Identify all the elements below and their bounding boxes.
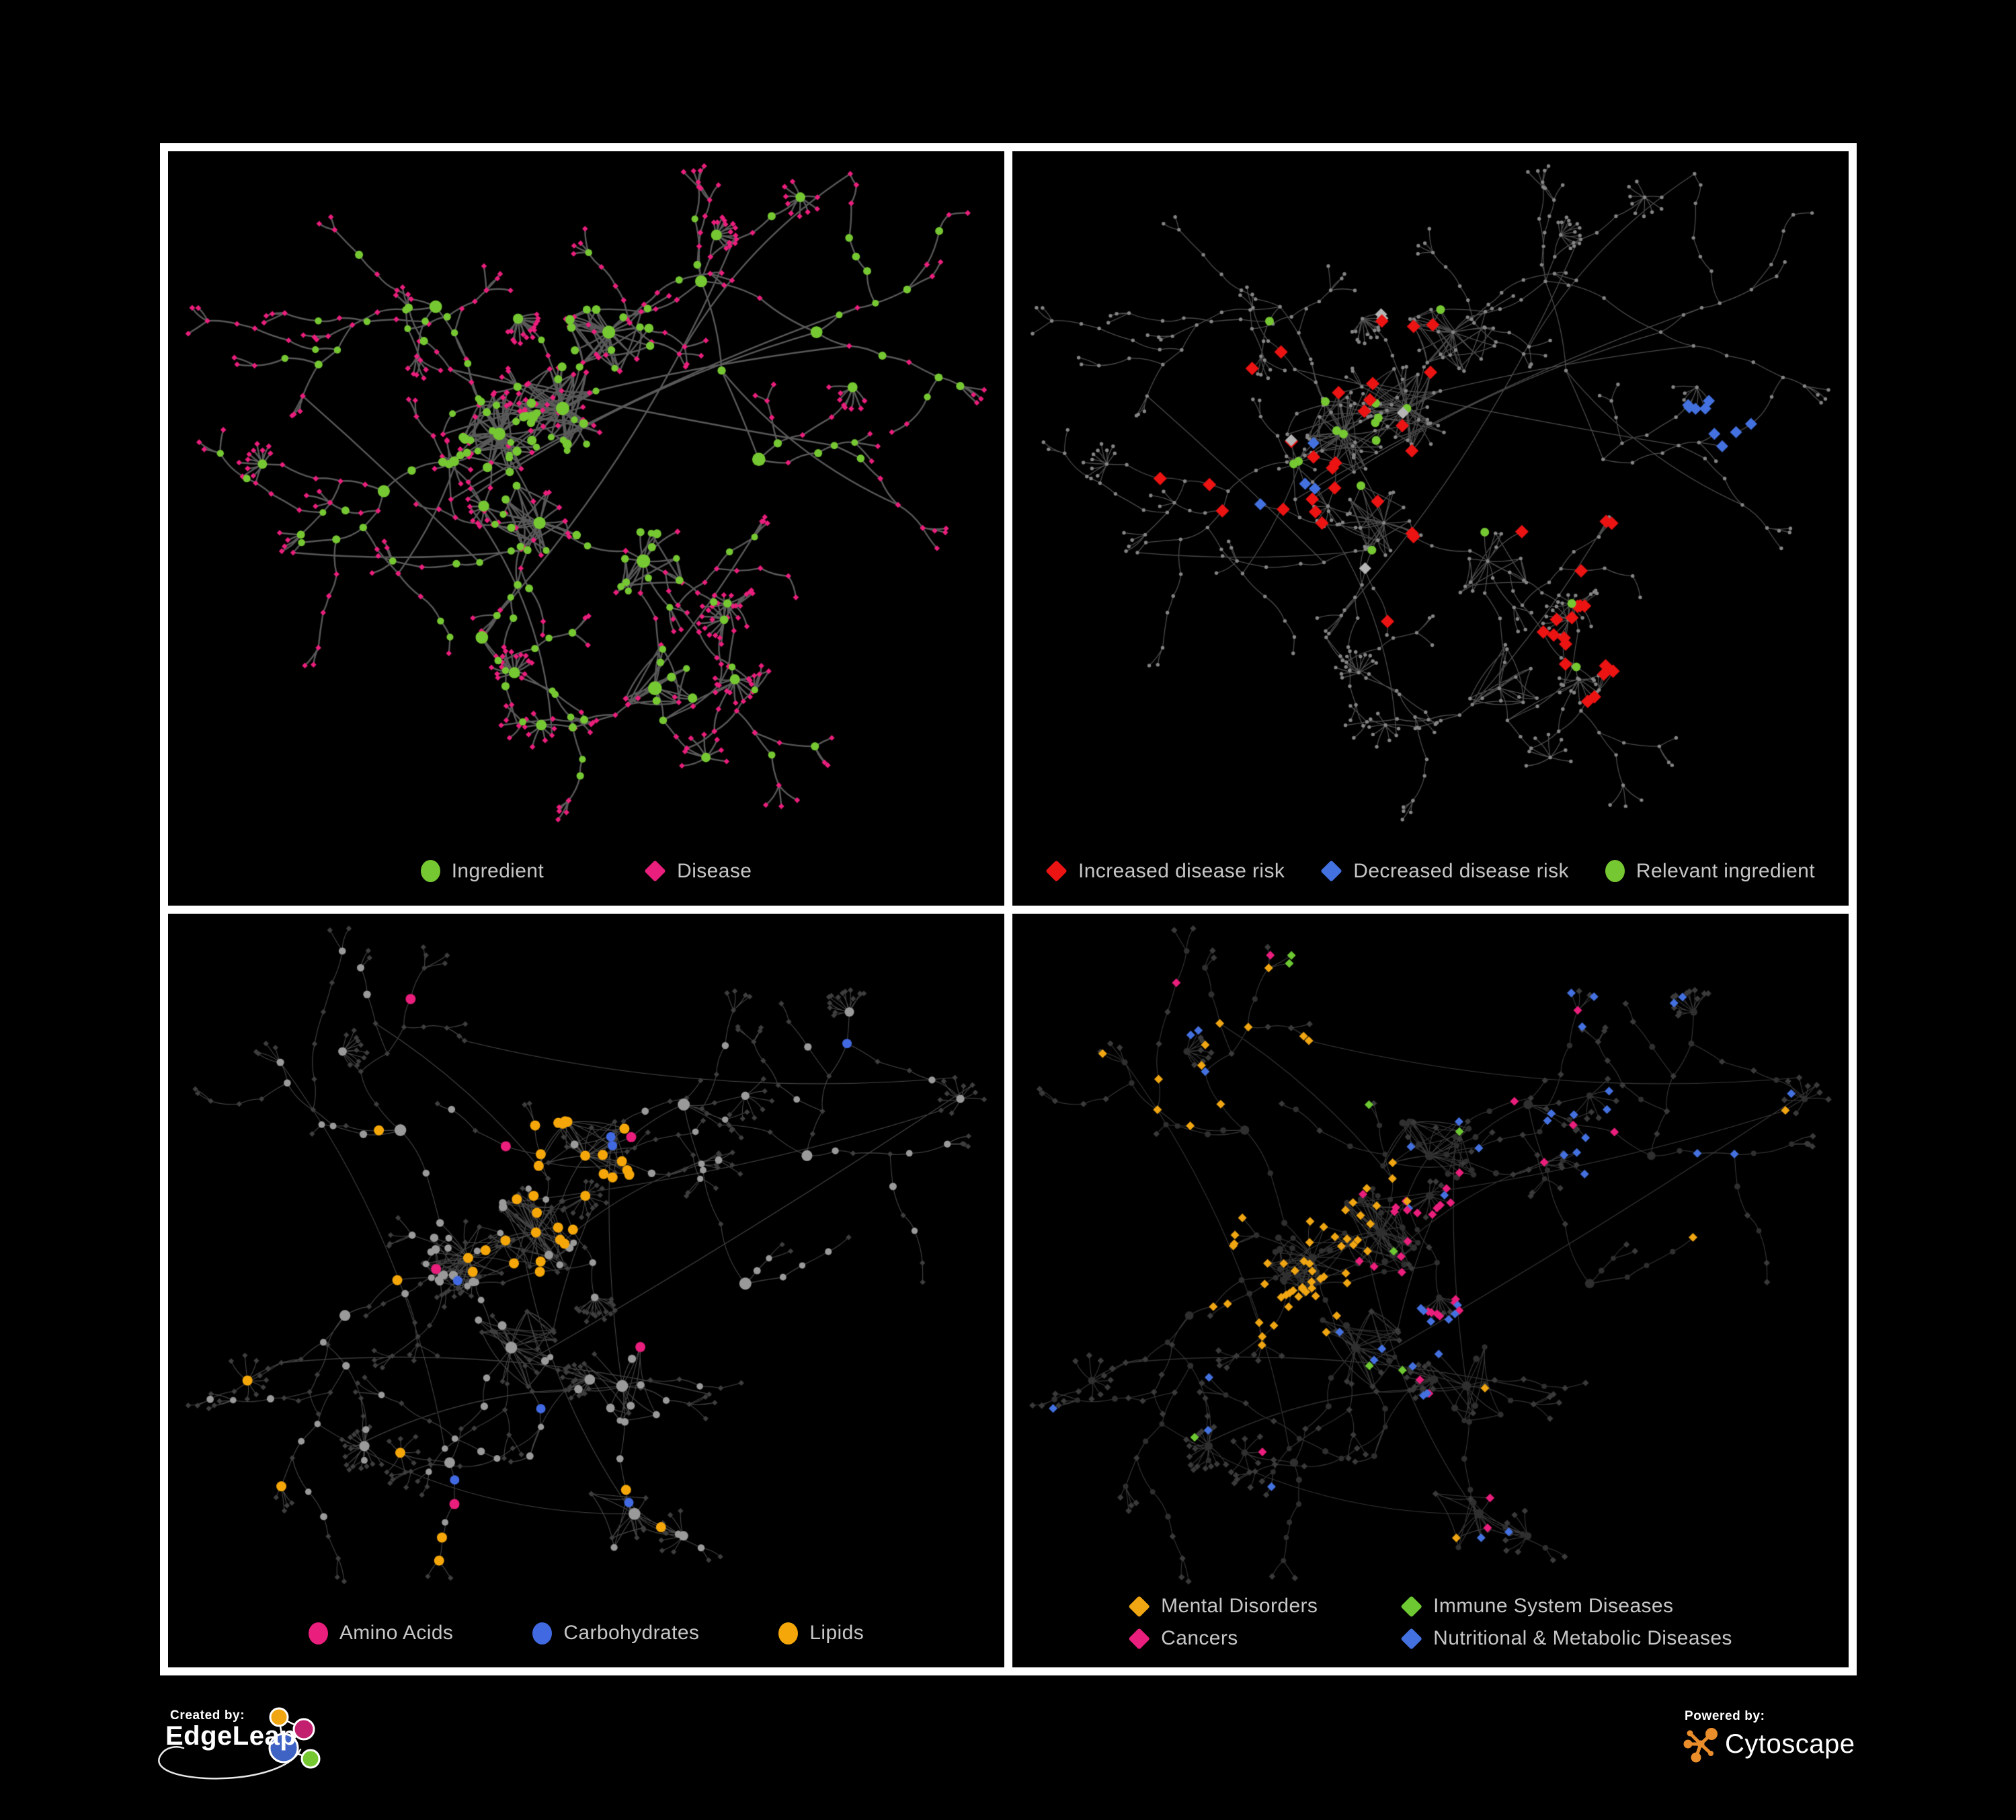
panel-disease-categories: Mental Disorders Immune System Diseases Ca… xyxy=(1008,909,1853,1671)
panel-ingredient-disease: Ingredient Disease xyxy=(164,147,1008,910)
legend-disease-categories: Mental Disorders Immune System Diseases Ca… xyxy=(1128,1595,1732,1650)
legend-item-relevant-ingredient: Relevant ingredient xyxy=(1605,860,1815,883)
legend-label: Mental Disorders xyxy=(1161,1595,1318,1617)
legend-label: Immune System Diseases xyxy=(1433,1595,1674,1617)
legend-marker-diamond-icon xyxy=(1400,1627,1422,1650)
legend-label: Disease xyxy=(677,859,752,882)
edgeleap-node-green-icon xyxy=(300,1749,321,1769)
legend-item-cancers: Cancers xyxy=(1128,1627,1401,1650)
legend-marker-circle-icon xyxy=(778,1622,799,1645)
legend-label: Relevant ingredient xyxy=(1636,859,1815,882)
legend-item-amino-acids: Amino Acids xyxy=(308,1622,454,1645)
edgeleap-swoosh xyxy=(158,1746,302,1780)
panel-macronutrients: Amino Acids Carbohydrates Lipids xyxy=(164,909,1008,1671)
figure-grid: Ingredient Disease Increased disease risk… xyxy=(160,143,1857,1675)
legend-item-mental-disorders: Mental Disorders xyxy=(1128,1595,1401,1618)
legend-item-lipids: Lipids xyxy=(778,1622,864,1645)
legend-item-carbohydrates: Carbohydrates xyxy=(532,1622,699,1645)
legend-marker-diamond-icon xyxy=(1128,1627,1150,1650)
legend-marker-circle-icon xyxy=(308,1622,328,1645)
network-canvas-disease-risk xyxy=(1012,151,1849,906)
network-canvas-disease-categories xyxy=(1012,913,1849,1667)
legend-marker-circle-icon xyxy=(420,860,440,882)
edgeleap-logo xyxy=(158,1707,321,1780)
legend-item-ingredient: Ingredient xyxy=(420,859,545,883)
legend-item-immune-system-diseases: Immune System Diseases xyxy=(1400,1595,1732,1618)
legend-label: Cancers xyxy=(1161,1627,1238,1649)
legend-item-nutritional-metabolic-diseases: Nutritional & Metabolic Diseases xyxy=(1400,1627,1732,1650)
legend-label: Increased disease risk xyxy=(1078,859,1285,882)
legend-disease-risk: Increased disease risk Decreased disease … xyxy=(1012,860,1849,883)
cytoscape-wordmark: Cytoscape xyxy=(1725,1729,1855,1759)
legend-item-increased-disease-risk: Increased disease risk xyxy=(1045,859,1285,883)
legend-marker-diamond-icon xyxy=(644,860,666,882)
edgeleap-network-nodes xyxy=(268,1707,321,1769)
legend-ingredient-disease: Ingredient Disease xyxy=(168,860,1004,883)
legend-marker-diamond-icon xyxy=(1045,860,1067,882)
network-canvas-ingredient-disease xyxy=(168,151,1004,906)
created-by-label: Created by: xyxy=(170,1708,245,1723)
legend-macronutrients: Amino Acids Carbohydrates Lipids xyxy=(168,1622,1004,1645)
legend-label: Carbohydrates xyxy=(563,1622,700,1644)
edgeleap-node-magenta-icon xyxy=(292,1718,315,1741)
edgeleap-wordmark: EdgeLeap xyxy=(165,1721,297,1751)
edgeleap-node-blue-icon xyxy=(268,1733,299,1764)
panel-disease-risk: Increased disease risk Decreased disease … xyxy=(1008,147,1853,910)
legend-label: Decreased disease risk xyxy=(1353,859,1569,882)
legend-marker-diamond-icon xyxy=(1320,860,1343,882)
legend-marker-circle-icon xyxy=(532,1622,553,1645)
legend-item-disease: Disease xyxy=(644,859,752,883)
powered-by-label: Powered by: xyxy=(1685,1709,1765,1723)
legend-marker-diamond-icon xyxy=(1128,1595,1150,1618)
legend-label: Nutritional & Metabolic Diseases xyxy=(1433,1627,1732,1649)
legend-label: Amino Acids xyxy=(339,1622,454,1644)
network-canvas-macronutrients xyxy=(168,913,1004,1667)
cytoscape-icon xyxy=(1683,1728,1718,1763)
legend-item-decreased-disease-risk: Decreased disease risk xyxy=(1320,859,1569,883)
legend-label: Lipids xyxy=(809,1622,864,1644)
legend-label: Ingredient xyxy=(451,859,545,882)
legend-marker-circle-icon xyxy=(1605,860,1625,882)
edgeleap-node-orange-icon xyxy=(269,1707,289,1727)
legend-marker-diamond-icon xyxy=(1400,1595,1422,1618)
